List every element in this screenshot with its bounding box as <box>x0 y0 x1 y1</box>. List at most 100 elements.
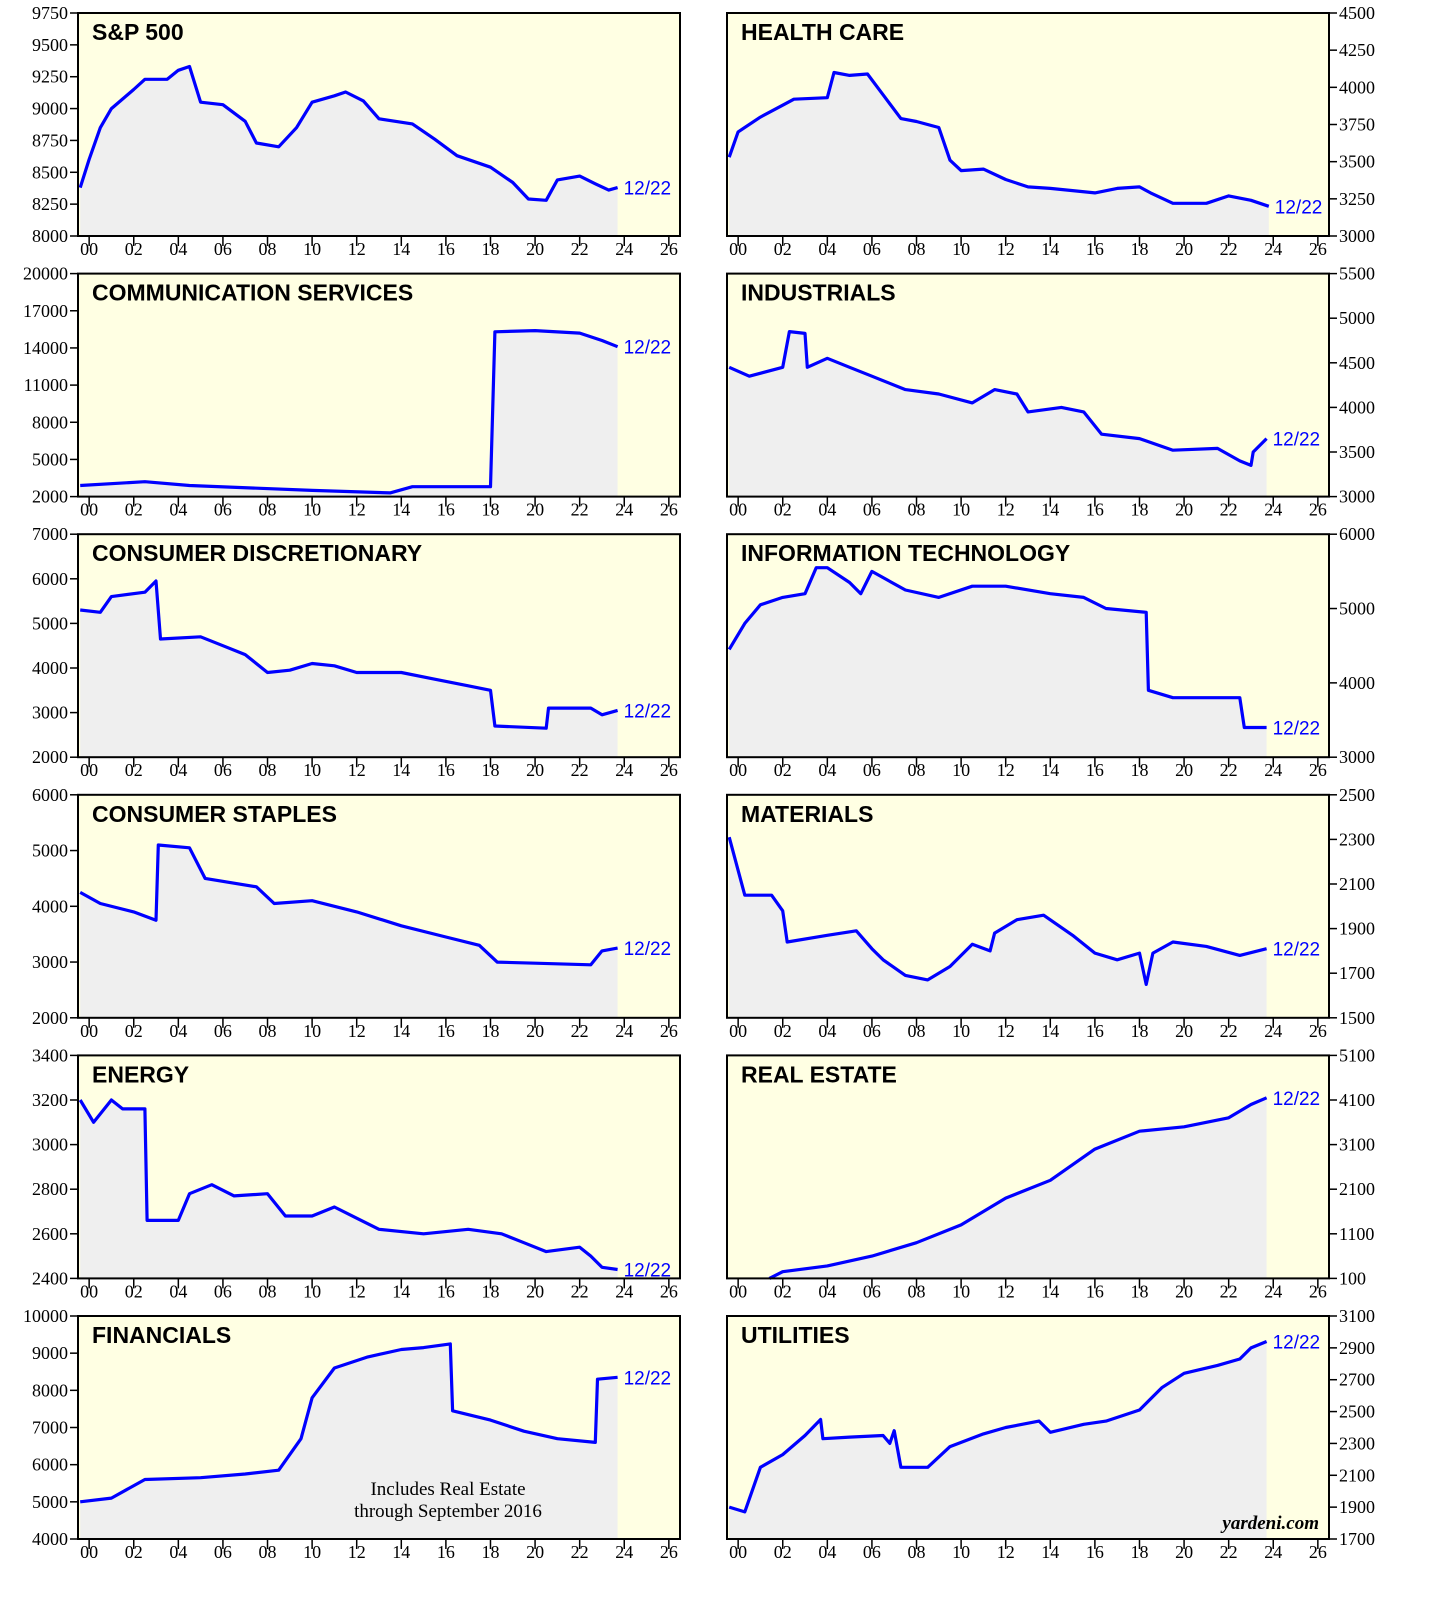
y-tick-label: 2900 <box>1339 1338 1375 1358</box>
y-tick-label: 17000 <box>23 301 68 321</box>
y-tick-label: 2500 <box>1339 1402 1375 1422</box>
x-tick-label: 20 <box>526 1021 544 1041</box>
y-tick-label: 4100 <box>1339 1090 1375 1110</box>
x-tick-label: 12 <box>997 239 1015 259</box>
plot-frame <box>726 272 1330 498</box>
x-tick-label: 10 <box>303 500 321 520</box>
y-tick-label: 3000 <box>32 1135 68 1155</box>
x-tick-label: 10 <box>952 500 970 520</box>
area <box>80 845 618 1018</box>
area <box>80 1343 618 1539</box>
x-tick-label: 24 <box>1264 239 1282 259</box>
x-tick-label: 10 <box>303 1281 321 1301</box>
panel: 4000 5000 6000 7000 8000 9000 10000 00 02 04 06 08 1… <box>23 1306 681 1562</box>
y-tick-label: 6000 <box>1339 524 1375 544</box>
x-tick-label: 18 <box>1130 760 1148 780</box>
x-tick-label: 18 <box>1130 239 1148 259</box>
x-tick-label: 24 <box>615 760 633 780</box>
x-tick-label: 18 <box>481 1281 499 1301</box>
x-tick-label: 14 <box>1041 760 1059 780</box>
y-tick-label: 5100 <box>1339 1045 1375 1065</box>
x-tick-label: 04 <box>169 1542 187 1562</box>
x-tick-label: 06 <box>214 1281 232 1301</box>
x-tick-label: 04 <box>818 760 836 780</box>
line <box>80 1342 618 1504</box>
line <box>728 1340 1268 1514</box>
y-tick-label: 8000 <box>32 412 68 432</box>
plot-frame <box>726 1315 1330 1540</box>
x-tick-label: 02 <box>125 1542 143 1562</box>
y-tick-label: 8750 <box>32 130 68 150</box>
x-tick-label: 06 <box>214 239 232 259</box>
x-tick-label: 04 <box>818 1281 836 1301</box>
x-tick-label: 00 <box>729 1542 747 1562</box>
x-tick-label: 08 <box>259 760 277 780</box>
end-label: 12/22 <box>624 1368 672 1389</box>
x-tick-label: 04 <box>818 500 836 520</box>
x-tick-label: 08 <box>908 1021 926 1041</box>
line <box>80 579 619 730</box>
x-tick-label: 16 <box>437 239 455 259</box>
end-label: 12/22 <box>624 338 672 359</box>
end-label: 12/22 <box>1273 430 1321 451</box>
x-tick-label: 18 <box>1130 1542 1148 1562</box>
x-tick-label: 14 <box>392 1021 410 1041</box>
x-tick-label: 10 <box>952 1281 970 1301</box>
y-tick-label: 2500 <box>1339 785 1375 805</box>
x-tick-label: 06 <box>863 239 881 259</box>
panel-title: S&P 500 <box>92 19 184 45</box>
panel-title: MATERIALS <box>741 801 873 827</box>
x-tick-label: 22 <box>571 1021 589 1041</box>
x-tick-label: 22 <box>1220 1281 1238 1301</box>
x-tick-label: 00 <box>80 239 98 259</box>
y-tick-label: 1700 <box>1339 1529 1375 1549</box>
x-tick-label: 16 <box>437 1021 455 1041</box>
panel-title: CONSUMER STAPLES <box>92 801 337 827</box>
area <box>729 1341 1267 1539</box>
y-tick-label: 9000 <box>32 99 68 119</box>
y-tick-label: 9250 <box>32 67 68 87</box>
y-tick-label: 3000 <box>1339 747 1375 767</box>
x-tick-label: 22 <box>1220 1021 1238 1041</box>
x-tick-label: 18 <box>1130 1021 1148 1041</box>
x-tick-label: 10 <box>303 760 321 780</box>
x-tick-label: 04 <box>818 1542 836 1562</box>
panel: 100 1100 2100 3100 4100 5100 00 02 04 06 08 10 12 14 1… <box>726 1045 1375 1301</box>
x-tick-label: 08 <box>908 239 926 259</box>
y-tick-label: 2800 <box>32 1179 68 1199</box>
x-tick-label: 26 <box>1309 239 1327 259</box>
x-tick-label: 22 <box>1220 500 1238 520</box>
y-tick-label: 4000 <box>1339 673 1375 693</box>
x-tick-label: 02 <box>125 500 143 520</box>
x-tick-label: 20 <box>526 500 544 520</box>
x-tick-label: 00 <box>729 1281 747 1301</box>
y-tick-label: 1100 <box>1339 1224 1374 1244</box>
x-tick-label: 00 <box>80 1542 98 1562</box>
x-tick-label: 10 <box>303 1542 321 1562</box>
x-tick-label: 24 <box>1264 760 1282 780</box>
y-tick-label: 4000 <box>32 1529 68 1549</box>
x-tick-label: 00 <box>80 1021 98 1041</box>
y-tick-label: 11000 <box>24 375 68 395</box>
x-tick-label: 14 <box>392 760 410 780</box>
y-tick-label: 20000 <box>23 264 68 284</box>
x-tick-label: 12 <box>997 1281 1015 1301</box>
x-tick-label: 26 <box>660 1021 678 1041</box>
x-tick-label: 24 <box>615 1281 633 1301</box>
x-tick-label: 16 <box>1086 500 1104 520</box>
x-tick-label: 02 <box>774 1281 792 1301</box>
x-tick-label: 10 <box>952 760 970 780</box>
panel: 3000 3500 4000 4500 5000 5500 00 02 04 06 08 10 12 14… <box>726 264 1375 520</box>
x-tick-label: 02 <box>125 1281 143 1301</box>
x-tick-label: 24 <box>615 1021 633 1041</box>
y-tick-label: 9500 <box>32 35 68 55</box>
x-tick-label: 14 <box>1041 1542 1059 1562</box>
end-label: 12/22 <box>624 701 672 722</box>
x-tick-label: 22 <box>571 1281 589 1301</box>
x-tick-label: 02 <box>774 500 792 520</box>
panel-title: COMMUNICATION SERVICES <box>92 280 413 306</box>
x-tick-label: 00 <box>729 760 747 780</box>
x-tick-label: 02 <box>125 760 143 780</box>
x-tick-label: 20 <box>1175 1021 1193 1041</box>
panel-title: CONSUMER DISCRETIONARY <box>92 540 422 566</box>
